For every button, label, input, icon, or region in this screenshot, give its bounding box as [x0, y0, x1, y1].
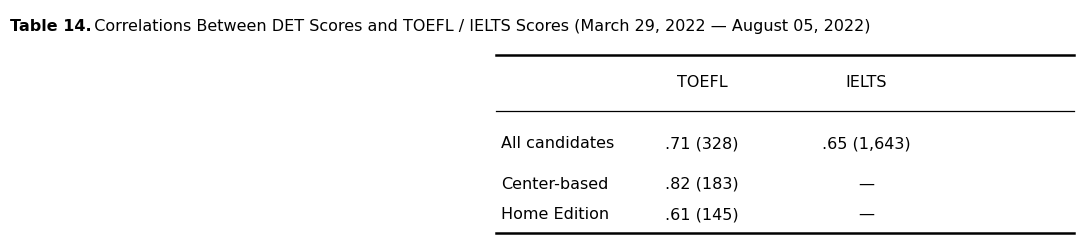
Text: .65 (1,643): .65 (1,643)	[822, 136, 911, 151]
Text: TOEFL: TOEFL	[677, 75, 727, 90]
Text: —: —	[859, 177, 874, 191]
Text: .82 (183): .82 (183)	[665, 177, 739, 191]
Text: —: —	[859, 207, 874, 222]
Text: IELTS: IELTS	[846, 75, 887, 90]
Text: Center-based: Center-based	[501, 177, 608, 191]
Text: Home Edition: Home Edition	[501, 207, 609, 222]
Text: All candidates: All candidates	[501, 136, 614, 151]
Text: .61 (145): .61 (145)	[665, 207, 739, 222]
Text: Correlations Between DET Scores and TOEFL / IELTS Scores (March 29, 2022 — Augus: Correlations Between DET Scores and TOEF…	[84, 19, 870, 33]
Text: Table 14.: Table 14.	[10, 19, 92, 33]
Text: .71 (328): .71 (328)	[665, 136, 739, 151]
